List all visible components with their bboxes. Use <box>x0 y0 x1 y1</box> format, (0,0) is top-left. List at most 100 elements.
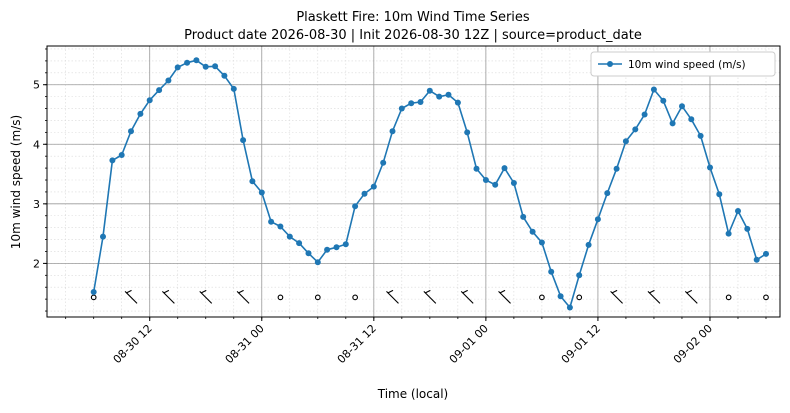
wind-calm-marker <box>90 294 97 301</box>
data-point <box>90 289 97 295</box>
data-point <box>566 304 573 311</box>
data-point <box>408 100 415 107</box>
wind-barb-shaft <box>684 290 698 304</box>
data-point <box>594 216 601 223</box>
data-point <box>660 97 667 104</box>
y-axis-label: 10m wind speed (m/s) <box>9 115 23 249</box>
wind-barb-flag <box>200 289 207 294</box>
x-tick-label: 08-31 00 <box>223 322 267 366</box>
wind-barb <box>498 289 511 304</box>
wind-barb <box>684 289 698 304</box>
data-point <box>650 86 657 93</box>
wind-barbs <box>90 289 769 304</box>
data-point <box>240 137 247 144</box>
wind-barb-flag <box>126 289 132 294</box>
data-point <box>436 93 443 100</box>
data-point <box>202 63 209 70</box>
data-point <box>632 126 639 133</box>
plot-frame <box>46 45 781 318</box>
data-point <box>520 213 527 220</box>
data-point <box>669 120 676 127</box>
data-point <box>688 116 695 123</box>
wind-barb <box>386 289 399 304</box>
data-point <box>156 87 163 94</box>
data-point <box>342 241 349 248</box>
wind-barb-shaft <box>386 290 399 304</box>
data-point <box>454 99 461 106</box>
wind-barb-shaft <box>423 290 437 304</box>
data-point <box>548 268 555 275</box>
data-point <box>100 233 106 240</box>
y-tick-label: 2 <box>33 257 40 270</box>
axes <box>43 45 781 321</box>
grid <box>47 46 780 317</box>
wind-barb <box>236 289 250 304</box>
data-point <box>286 233 293 240</box>
wind-barb-shaft <box>647 290 661 304</box>
data-point <box>557 293 564 300</box>
data-point <box>324 246 331 253</box>
data-point <box>398 105 405 112</box>
data-point <box>333 244 340 251</box>
series-layer <box>90 57 769 311</box>
data-point <box>296 240 303 247</box>
data-point <box>128 128 134 135</box>
legend: 10m wind speed (m/s) <box>590 51 776 77</box>
x-tick-label: 08-30 12 <box>111 322 155 366</box>
wind-calm-marker <box>576 294 583 301</box>
wind-barb-shaft <box>610 290 623 304</box>
data-point <box>445 91 452 98</box>
x-tick-label: 08-31 12 <box>335 322 379 366</box>
wind-barb <box>124 289 138 304</box>
data-point <box>501 165 508 172</box>
wind-calm-marker <box>539 294 545 301</box>
data-point <box>763 250 769 257</box>
data-point <box>735 208 741 214</box>
data-point <box>538 239 545 246</box>
wind-barb-flag <box>425 289 431 294</box>
data-point <box>473 165 480 172</box>
data-point <box>492 181 499 188</box>
legend-marker-swatch <box>607 61 613 67</box>
data-point <box>380 159 387 166</box>
data-point <box>744 225 751 232</box>
wind-barb-shaft <box>124 290 138 304</box>
data-point <box>604 190 611 197</box>
data-point <box>352 203 359 210</box>
wind-barb-shaft <box>460 290 474 304</box>
legend-entry-label: 10m wind speed (m/s) <box>628 59 746 71</box>
data-point <box>305 250 312 257</box>
data-point <box>314 259 321 266</box>
data-point <box>268 218 275 225</box>
data-point <box>212 63 219 70</box>
data-point <box>174 64 181 71</box>
x-axis-label: Time (local) <box>377 387 449 401</box>
wind-barb-flag <box>462 289 468 294</box>
data-point <box>146 97 153 104</box>
wind-barb <box>610 289 623 304</box>
wind-barb-shaft <box>236 290 250 304</box>
wind-calm-marker <box>277 294 284 301</box>
data-point <box>679 103 685 110</box>
data-point <box>641 111 648 118</box>
legend-box <box>590 51 776 77</box>
data-point <box>221 72 228 79</box>
data-point <box>165 77 172 84</box>
x-tick-label: 09-01 00 <box>447 322 491 366</box>
data-point <box>137 110 144 117</box>
wind-barb <box>647 289 661 304</box>
data-point <box>389 128 396 135</box>
wind-barb-flag <box>238 289 244 294</box>
data-point <box>585 241 592 248</box>
data-point <box>184 59 191 66</box>
wind-barb-flag <box>163 289 170 294</box>
data-point <box>510 180 517 186</box>
data-point <box>193 57 200 64</box>
wind-barb <box>460 289 474 304</box>
chart-title-line2: Product date 2026-08-30 | Init 2026-08-3… <box>184 28 642 43</box>
data-point <box>258 189 265 196</box>
y-tick-label: 4 <box>33 138 40 151</box>
wind-barb <box>423 289 437 304</box>
wind-barb <box>161 289 175 304</box>
